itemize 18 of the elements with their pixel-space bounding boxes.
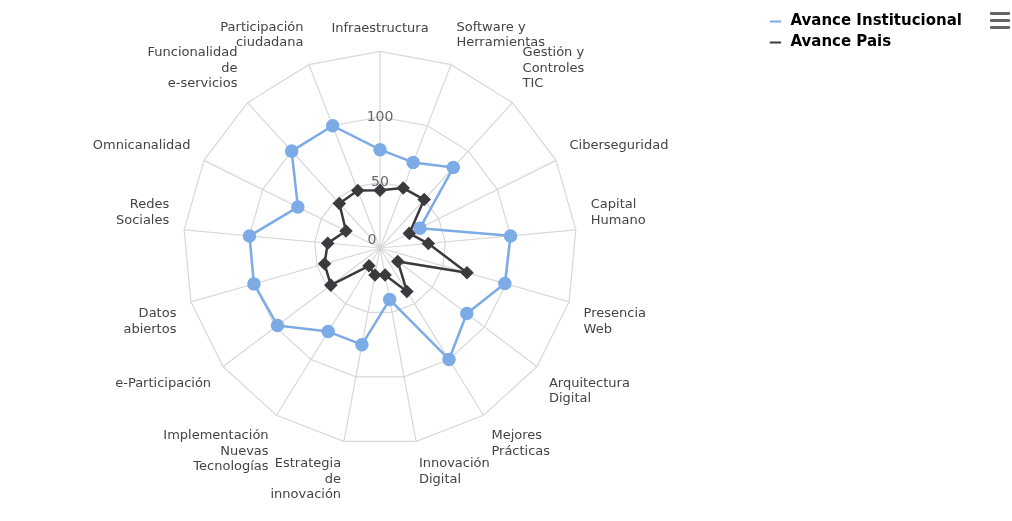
legend-label: Avance Institucional	[790, 11, 963, 30]
spoke-label: Infraestructura	[331, 19, 429, 35]
y-tick-label: 50	[371, 173, 389, 190]
y-tick-label: 0	[367, 230, 377, 247]
spoke-label: Mejores Prácticas	[491, 427, 551, 458]
spoke-label: Capital Humano	[590, 196, 646, 228]
y-tick-label: 100	[366, 107, 394, 124]
spoke-label: Redes Sociales	[115, 196, 170, 228]
spoke-label: Omnicanalidad	[92, 137, 191, 153]
spoke-label: Implementación Nuevas Tecnologías	[163, 427, 269, 474]
spoke-label: Arquitectura Digital	[548, 374, 630, 406]
spoke-label: e-Participación	[115, 374, 212, 390]
spoke-label: Datos abiertos	[123, 305, 177, 336]
spoke-label: Estrategia de innovación	[270, 455, 342, 502]
spoke-label: Presencia Web	[583, 305, 646, 336]
spoke-label: Innovación Digital	[418, 455, 490, 486]
legend-label: Avance Pais	[790, 32, 892, 51]
spoke-label: Ciberseguridad	[569, 137, 669, 153]
